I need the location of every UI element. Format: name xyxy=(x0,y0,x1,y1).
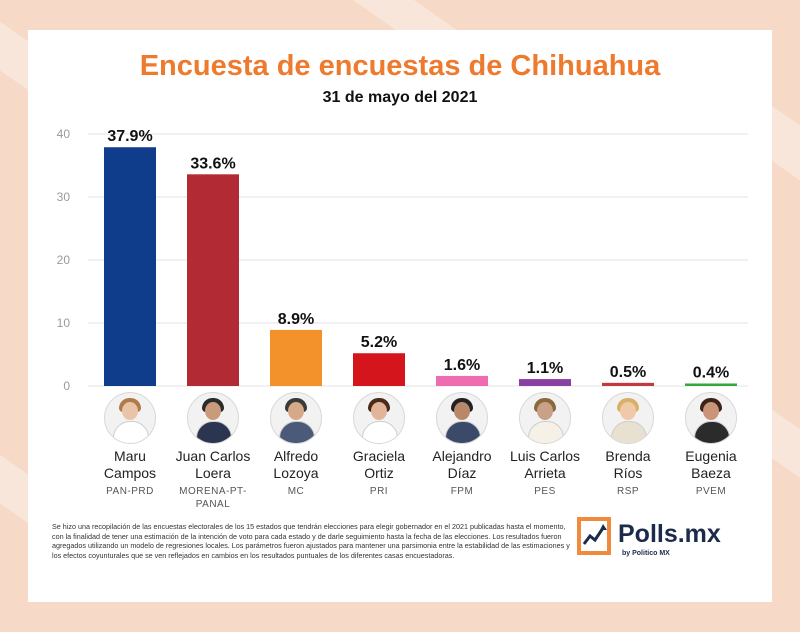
candidate-photo xyxy=(436,392,488,444)
candidate: Brenda Ríos RSP xyxy=(586,392,670,498)
bar xyxy=(602,382,654,386)
bar-chart: 0 10 20 30 40 37.9% 33.6% 8.9% 5.2% 1.6% 1.1% 0.5% 0… xyxy=(57,127,748,393)
candidate-name-line1: Eugenia xyxy=(685,448,737,464)
y-tick-label: 30 xyxy=(57,190,71,204)
polls-logo-icon xyxy=(577,517,611,555)
candidate-party: PAN-PRD xyxy=(88,485,172,498)
candidate: Graciela Ortiz PRI xyxy=(337,392,421,498)
bar xyxy=(104,147,156,386)
candidate-party: MC xyxy=(254,485,338,498)
candidate-name-line2: Arrieta xyxy=(524,465,566,481)
candidate: Alejandro Díaz FPM xyxy=(420,392,504,498)
candidate-party-line2: PANAL xyxy=(195,499,231,510)
candidate-name: Eugenia Baeza xyxy=(669,448,753,482)
y-tick-label: 40 xyxy=(57,127,71,141)
methodology-note: Se hizo una recopilación de las encuesta… xyxy=(52,522,570,560)
candidate-party: MORENA-PT- PANAL xyxy=(171,485,255,511)
data-label: 8.9% xyxy=(278,311,314,328)
chart-title: Encuesta de encuestas de Chihuahua xyxy=(139,50,661,82)
bar xyxy=(685,383,737,386)
candidate-name-line1: Graciela xyxy=(352,448,406,464)
candidate: Luis Carlos Arrieta PES xyxy=(503,392,587,498)
candidate-name-line1: Alejandro xyxy=(432,448,492,464)
bar xyxy=(519,379,571,386)
candidate-party-line1: PRI xyxy=(369,486,389,497)
candidate-name-line1: Maru xyxy=(114,448,146,464)
bar xyxy=(353,353,405,386)
candidate-party: FPM xyxy=(420,485,504,498)
candidate-name-line2: Baeza xyxy=(691,465,731,481)
candidate-name-line1: Alfredo xyxy=(273,448,319,464)
candidate-party: RSP xyxy=(586,485,670,498)
data-label: 0.4% xyxy=(693,364,729,381)
data-label: 1.6% xyxy=(444,357,480,374)
candidate-name-line2: Campos xyxy=(103,465,157,481)
y-tick-label: 0 xyxy=(63,379,70,393)
logo-subtext: by Politico MX xyxy=(622,550,670,557)
candidate-party-line1: PES xyxy=(534,486,556,497)
chart-subtitle: 31 de mayo del 2021 xyxy=(322,89,478,106)
bar xyxy=(436,375,488,386)
candidate-name-line1: Luis Carlos xyxy=(509,448,581,464)
candidate-name-line2: Ortiz xyxy=(364,465,394,481)
candidate-name-line2: Loera xyxy=(195,465,231,481)
candidate-party-line1: MORENA-PT- xyxy=(179,486,247,497)
y-tick-label: 20 xyxy=(57,253,71,267)
candidate-name: Alfredo Lozoya xyxy=(254,448,338,482)
candidate-party: PVEM xyxy=(669,485,753,498)
candidate-party: PES xyxy=(503,485,587,498)
candidate-photo xyxy=(353,392,405,444)
data-label: 5.2% xyxy=(361,334,397,351)
candidate: Maru Campos PAN-PRD xyxy=(88,392,172,498)
bar xyxy=(270,329,322,386)
candidate-name: Alejandro Díaz xyxy=(420,448,504,482)
candidate-party-line1: PVEM xyxy=(695,486,727,497)
y-tick-label: 10 xyxy=(57,316,71,330)
chart-card: Encuesta de encuestas de Chihuahua 31 de… xyxy=(28,30,772,602)
candidate: Alfredo Lozoya MC xyxy=(254,392,338,498)
data-label: 33.6% xyxy=(190,155,235,172)
data-label: 37.9% xyxy=(107,128,152,145)
candidate-party-line1: MC xyxy=(287,486,305,497)
candidate-name-line2: Díaz xyxy=(447,465,477,481)
polls-mx-logo: Polls.mx by Politico MX xyxy=(576,514,746,564)
candidate-name-line1: Juan Carlos xyxy=(175,448,251,464)
candidate-photo xyxy=(519,392,571,444)
logo-text: Polls.mx xyxy=(618,520,721,548)
candidate-name-line2: Lozoya xyxy=(273,465,319,481)
candidate-photo xyxy=(104,392,156,444)
candidate-photo xyxy=(685,392,737,444)
candidate-name: Brenda Ríos xyxy=(586,448,670,482)
candidate-party: PRI xyxy=(337,485,421,498)
data-label: 0.5% xyxy=(610,364,646,381)
candidate-party-line1: PAN-PRD xyxy=(106,486,154,497)
candidate-photo xyxy=(602,392,654,444)
candidate: Juan Carlos Loera MORENA-PT- PANAL xyxy=(171,392,255,511)
candidate-name: Juan Carlos Loera xyxy=(171,448,255,482)
candidate-name-line2: Ríos xyxy=(613,465,643,481)
bar xyxy=(187,174,239,386)
data-label: 1.1% xyxy=(527,360,563,377)
candidate-photo xyxy=(187,392,239,444)
candidate-name-line1: Brenda xyxy=(605,448,651,464)
candidate-party-line1: FPM xyxy=(450,486,474,497)
candidate-name: Maru Campos xyxy=(88,448,172,482)
candidate: Eugenia Baeza PVEM xyxy=(669,392,753,498)
candidate-photo xyxy=(270,392,322,444)
candidate-name: Luis Carlos Arrieta xyxy=(503,448,587,482)
candidate-party-line1: RSP xyxy=(616,486,640,497)
candidate-name: Graciela Ortiz xyxy=(337,448,421,482)
